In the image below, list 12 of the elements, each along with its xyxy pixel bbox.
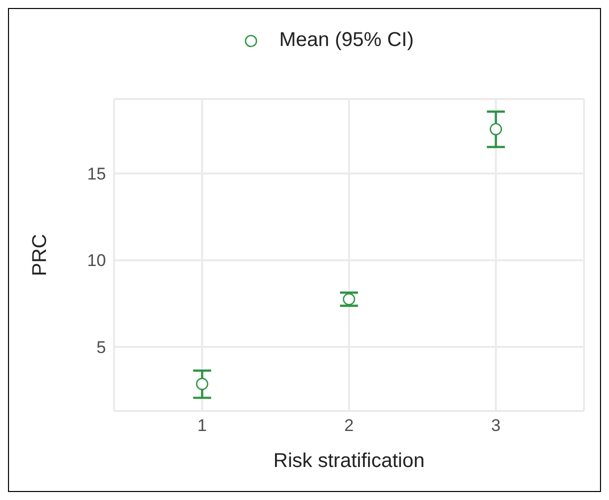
point	[196, 378, 208, 390]
point	[490, 123, 502, 136]
y-tick-label: 15	[87, 164, 106, 184]
y-tick-label: 5	[96, 338, 106, 357]
point	[342, 293, 356, 306]
x-tick-label: 1	[197, 416, 207, 436]
legend-label: Mean (95% CI)	[279, 29, 414, 52]
y-tick-label: 10	[87, 251, 106, 270]
x-tick-label: 2	[344, 416, 354, 436]
x-tick-label: 3	[491, 416, 501, 436]
x-axis-title: Risk stratification	[273, 450, 425, 472]
y-axis-title: PRC	[29, 234, 52, 276]
